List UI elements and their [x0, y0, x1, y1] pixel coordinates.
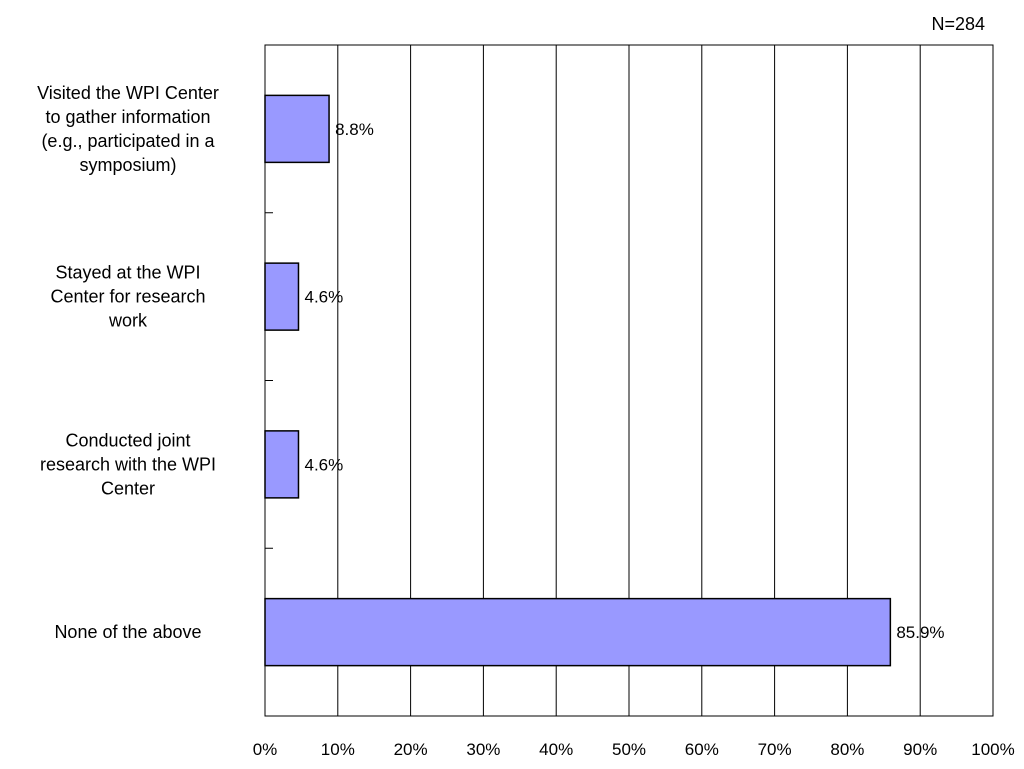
data-label: 4.6%: [304, 288, 343, 307]
x-tick-label: 30%: [466, 740, 500, 759]
category-labels: Visited the WPI Center to gather informat…: [37, 83, 219, 642]
bar: [264, 94, 330, 164]
category-label: Visited the WPI Center to gather informat…: [37, 83, 219, 175]
data-label: 4.6%: [304, 455, 343, 474]
plot-frame: [264, 44, 994, 717]
category-label: None of the above: [54, 622, 201, 642]
bar: [264, 597, 892, 667]
bars: [264, 94, 892, 667]
category-label: Stayed at the WPI Center for research work: [50, 263, 205, 331]
category-label: Conducted joint research with the WPI Cent…: [40, 430, 216, 498]
data-label: 8.8%: [335, 120, 374, 139]
x-tick-label: 10%: [321, 740, 355, 759]
sample-size-note: N=284: [931, 14, 985, 34]
x-tick-label: 0%: [253, 740, 278, 759]
x-tick-label: 90%: [903, 740, 937, 759]
x-tick-label: 50%: [612, 740, 646, 759]
data-labels: 8.8% 4.6% 4.6% 85.9%: [304, 120, 944, 642]
bar: [264, 262, 300, 331]
x-tick-labels: 0% 10% 20% 30% 40% 50% 60% 70% 80% 90% 100%: [253, 740, 1015, 759]
x-tick-label: 70%: [758, 740, 792, 759]
x-tick-label: 20%: [394, 740, 428, 759]
x-tick-label: 60%: [685, 740, 719, 759]
data-label: 85.9%: [896, 623, 944, 642]
x-tick-label: 100%: [971, 740, 1014, 759]
x-tick-label: 80%: [830, 740, 864, 759]
bar: [264, 430, 300, 499]
x-tick-label: 40%: [539, 740, 573, 759]
